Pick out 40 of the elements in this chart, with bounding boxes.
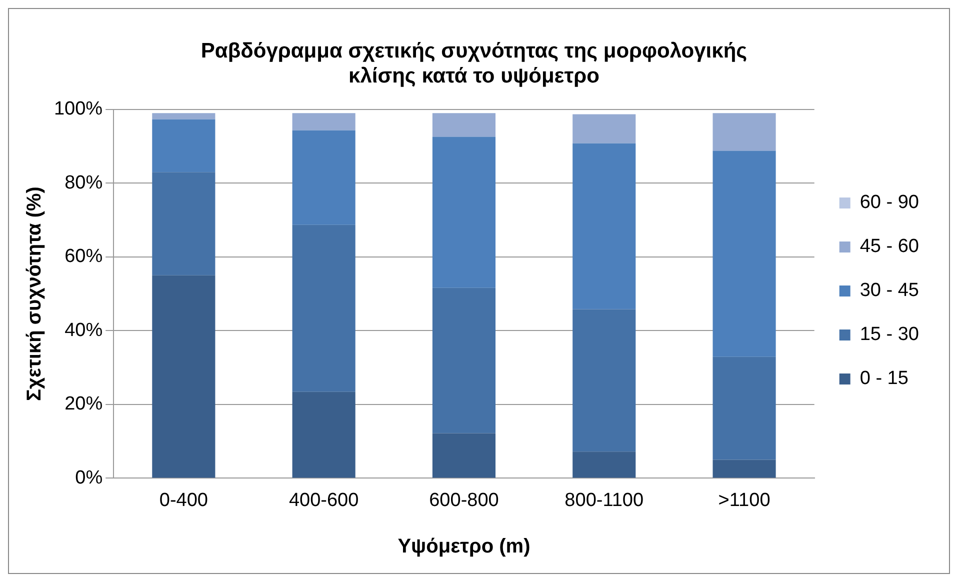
legend-label: 45 - 60 <box>860 236 920 258</box>
text: Ραβδόγραμμα σχετικής συχνότητας της μορφολογικής <box>200 39 748 62</box>
bar <box>432 136 496 288</box>
y-tick-label: 20% <box>64 394 103 415</box>
text: κλίσης κατά το υψόμετρο <box>348 64 600 88</box>
x-axis-title: Υψόμετρο (m) <box>398 536 530 558</box>
y-tick-label: 80% <box>64 172 103 194</box>
bar <box>572 309 636 452</box>
legend-label: 15 - 30 <box>860 324 920 346</box>
bar <box>712 150 776 357</box>
legend-label: 60 - 90 <box>860 192 920 214</box>
bar <box>152 172 216 276</box>
legend-label: 0 - 15 <box>860 368 908 390</box>
bar <box>572 143 636 310</box>
bar <box>292 113 356 130</box>
bar <box>152 113 216 120</box>
bar <box>712 113 776 151</box>
bar <box>292 130 356 225</box>
x-tick-label: >1100 <box>718 490 770 511</box>
y-tick-label: 60% <box>64 246 103 268</box>
bar <box>712 460 776 478</box>
bar <box>152 275 216 478</box>
x-tick-label: 600-800 <box>429 490 499 511</box>
bar <box>432 288 496 434</box>
x-tick-label: 0-400 <box>159 490 208 511</box>
x-tick-label: 400-600 <box>288 490 359 511</box>
bar <box>432 433 496 478</box>
y-axis-title: Σχετική συχνότητα (%) <box>24 186 46 402</box>
bar <box>572 114 636 144</box>
y-tick-label: 0% <box>75 467 103 488</box>
bar <box>292 224 356 392</box>
x-tick-label: 800-1100 <box>564 490 644 511</box>
bar <box>292 392 356 478</box>
legend-label: 30 - 45 <box>860 280 920 302</box>
bar <box>432 113 496 137</box>
bar <box>712 356 776 460</box>
y-tick-label: 40% <box>64 320 103 341</box>
bar <box>572 452 636 478</box>
y-tick-label: 100% <box>54 98 103 120</box>
bar <box>152 119 216 172</box>
